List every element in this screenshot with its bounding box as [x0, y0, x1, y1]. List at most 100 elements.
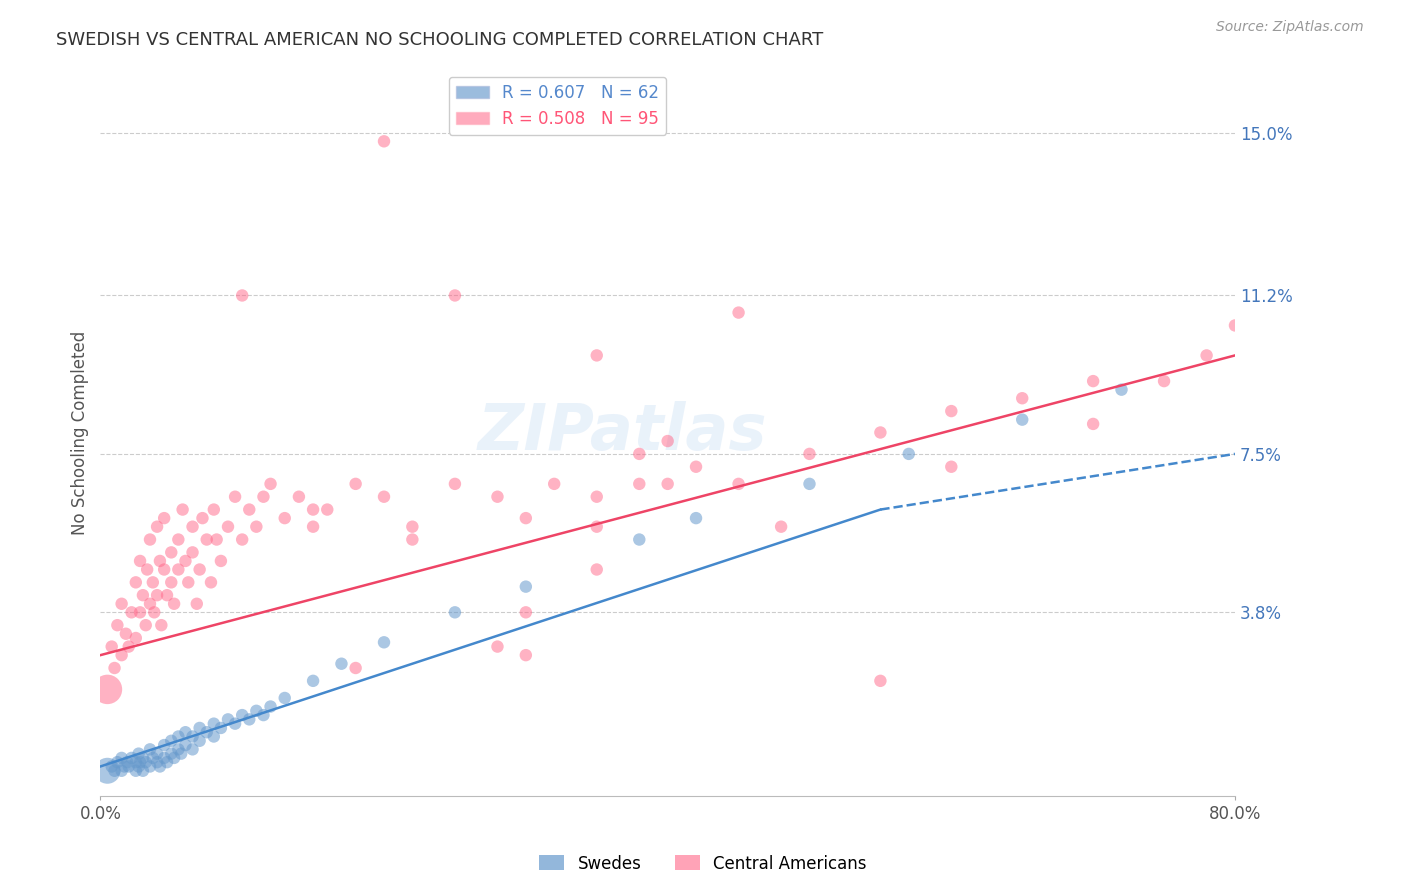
Point	[142, 751, 165, 765]
Point	[657, 434, 679, 448]
Point	[160, 733, 183, 747]
Point	[132, 764, 155, 778]
Point	[143, 605, 166, 619]
Point	[146, 747, 169, 761]
Point	[132, 751, 155, 765]
Point	[1081, 417, 1104, 431]
Point	[128, 747, 150, 761]
Point	[195, 533, 218, 547]
Point	[117, 755, 139, 769]
Point	[941, 404, 963, 418]
Point	[799, 447, 821, 461]
Point	[344, 476, 367, 491]
Point	[344, 661, 367, 675]
Point	[515, 580, 537, 594]
Point	[231, 708, 253, 723]
Point	[585, 519, 607, 533]
Point	[727, 476, 749, 491]
Point	[217, 519, 239, 533]
Point	[302, 519, 325, 533]
Point	[274, 511, 297, 525]
Point	[153, 562, 176, 576]
Point	[153, 511, 176, 525]
Point	[1081, 374, 1104, 388]
Point	[172, 502, 194, 516]
Point	[373, 134, 395, 148]
Point	[174, 725, 197, 739]
Point	[125, 631, 148, 645]
Point	[1011, 391, 1033, 405]
Point	[103, 764, 125, 778]
Point	[685, 511, 707, 525]
Point	[224, 716, 246, 731]
Point	[373, 490, 395, 504]
Point	[156, 755, 179, 769]
Point	[238, 712, 260, 726]
Point	[118, 759, 141, 773]
Point	[209, 721, 232, 735]
Point	[142, 575, 165, 590]
Point	[259, 699, 281, 714]
Text: Source: ZipAtlas.com: Source: ZipAtlas.com	[1216, 20, 1364, 34]
Point	[1195, 348, 1218, 362]
Point	[150, 618, 173, 632]
Point	[302, 673, 325, 688]
Point	[96, 764, 118, 778]
Point	[96, 682, 118, 697]
Legend: Swedes, Central Americans: Swedes, Central Americans	[533, 848, 873, 880]
Point	[125, 764, 148, 778]
Point	[149, 759, 172, 773]
Point	[186, 597, 208, 611]
Point	[125, 575, 148, 590]
Point	[202, 502, 225, 516]
Point	[129, 755, 152, 769]
Point	[129, 605, 152, 619]
Point	[125, 755, 148, 769]
Point	[224, 490, 246, 504]
Point	[628, 447, 651, 461]
Point	[202, 716, 225, 731]
Point	[288, 490, 311, 504]
Point	[373, 635, 395, 649]
Point	[252, 708, 274, 723]
Point	[163, 597, 186, 611]
Point	[153, 738, 176, 752]
Point	[181, 730, 204, 744]
Point	[1223, 318, 1246, 333]
Point	[401, 519, 423, 533]
Point	[146, 588, 169, 602]
Point	[146, 519, 169, 533]
Point	[869, 425, 891, 440]
Point	[136, 562, 159, 576]
Point	[1153, 374, 1175, 388]
Text: ZIPatlas: ZIPatlas	[478, 401, 768, 464]
Point	[245, 704, 267, 718]
Text: SWEDISH VS CENTRAL AMERICAN NO SCHOOLING COMPLETED CORRELATION CHART: SWEDISH VS CENTRAL AMERICAN NO SCHOOLING…	[56, 31, 824, 49]
Point	[135, 755, 157, 769]
Point	[515, 648, 537, 662]
Point	[259, 476, 281, 491]
Point	[177, 575, 200, 590]
Point	[105, 618, 128, 632]
Point	[181, 519, 204, 533]
Point	[486, 490, 509, 504]
Point	[727, 305, 749, 319]
Y-axis label: No Schooling Completed: No Schooling Completed	[72, 330, 89, 534]
Point	[245, 519, 267, 533]
Point	[628, 533, 651, 547]
Point	[111, 751, 134, 765]
Point	[174, 554, 197, 568]
Point	[685, 459, 707, 474]
Point	[401, 533, 423, 547]
Point	[628, 476, 651, 491]
Point	[121, 751, 143, 765]
Point	[238, 502, 260, 516]
Point	[146, 755, 169, 769]
Point	[274, 690, 297, 705]
Point	[128, 759, 150, 773]
Point	[205, 533, 228, 547]
Point	[515, 511, 537, 525]
Point	[585, 562, 607, 576]
Point	[209, 554, 232, 568]
Point	[153, 751, 176, 765]
